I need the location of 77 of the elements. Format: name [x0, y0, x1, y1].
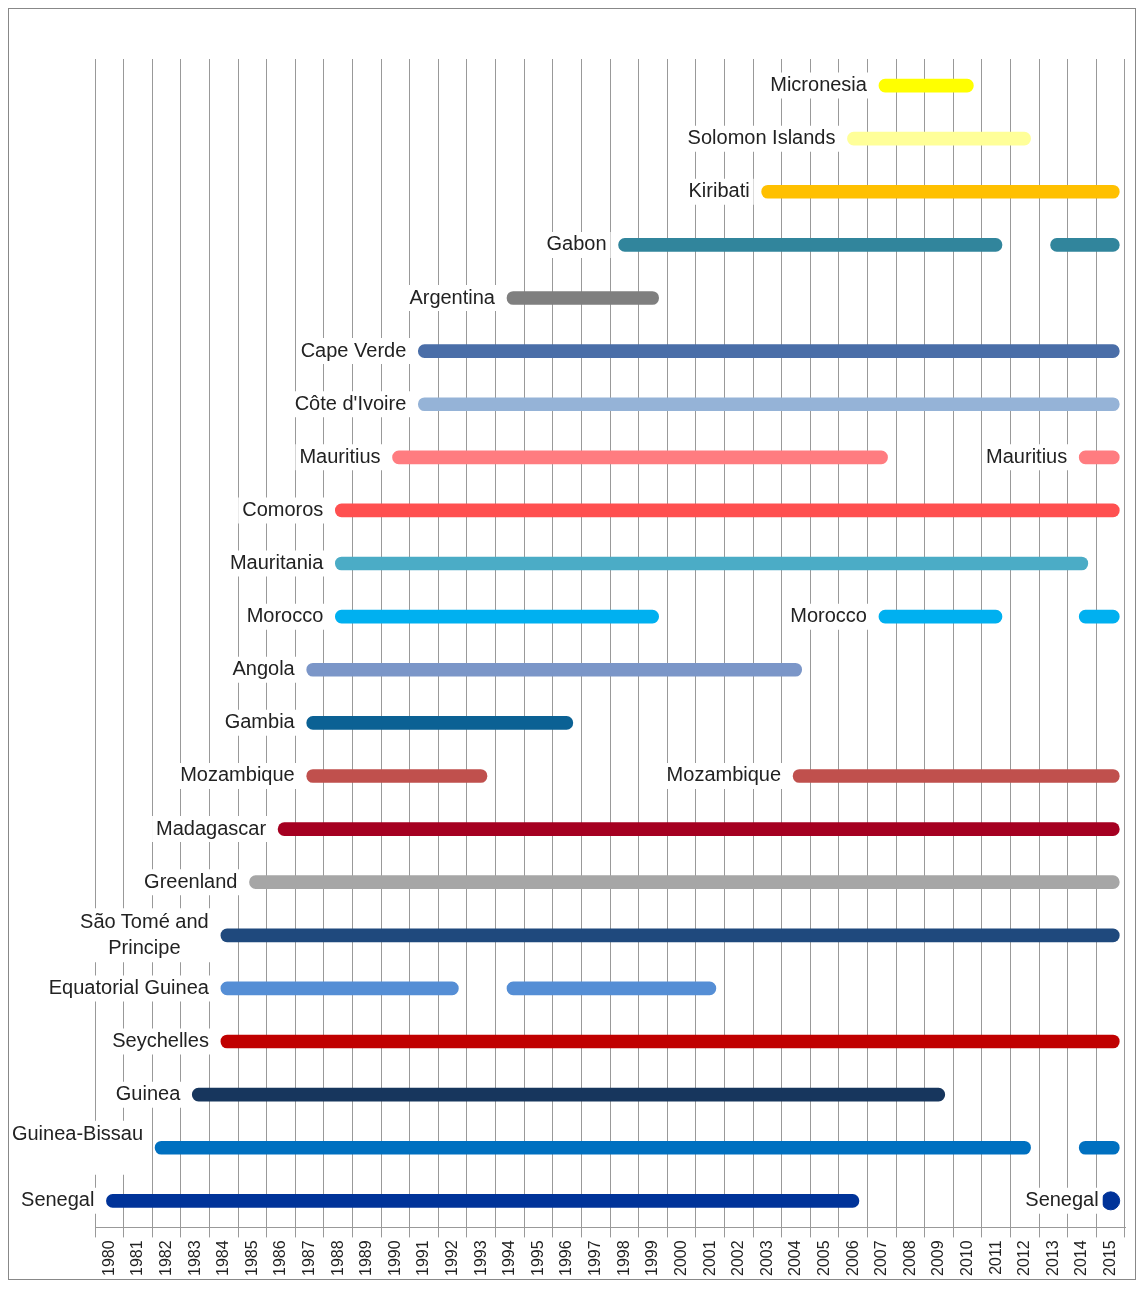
x-tick-label: 1988 — [328, 1240, 346, 1276]
y-tick-label: Gambia — [224, 710, 296, 733]
y-tick-label: Côte d'Ivoire — [294, 391, 407, 414]
bar — [761, 184, 1120, 199]
bar — [878, 78, 974, 93]
y-tick-label: Angola — [232, 657, 296, 680]
bar — [335, 503, 1120, 518]
x-tick-label: 2012 — [1015, 1240, 1033, 1276]
bar — [220, 928, 1120, 943]
x-tick-label: 1999 — [643, 1240, 661, 1276]
y-tick-label: Argentina — [409, 285, 496, 308]
bar — [417, 344, 1120, 358]
x-tick-label: 2010 — [958, 1240, 976, 1276]
y-tick-label: Guinea — [115, 1082, 182, 1105]
bar — [306, 662, 803, 677]
x-tick-label: 2015 — [1101, 1240, 1119, 1276]
x-tick-label: 1982 — [156, 1240, 174, 1276]
x-tick-label: 1983 — [185, 1240, 203, 1276]
x-tick-label: 2005 — [814, 1240, 832, 1276]
annotation: Mozambique — [666, 763, 782, 786]
x-tick-label: 1981 — [128, 1240, 146, 1276]
bar — [306, 716, 574, 730]
x-tick-label: 1989 — [357, 1240, 375, 1276]
y-tick-label: Micronesia — [770, 73, 868, 96]
bar — [191, 1087, 946, 1102]
x-tick-label: 2002 — [729, 1240, 747, 1276]
x-tick-label: 1993 — [471, 1240, 489, 1276]
x-tick-label: 2007 — [872, 1240, 890, 1276]
x-tick-label: 1990 — [385, 1240, 403, 1276]
x-tick-label: 1997 — [586, 1240, 604, 1276]
x-tick-label: 2006 — [843, 1240, 861, 1276]
bar — [847, 131, 1031, 146]
x-tick-label: 1992 — [443, 1240, 461, 1276]
y-tick-label: Seychelles — [112, 1029, 209, 1052]
y-tick-label: Solomon Islands — [687, 126, 836, 149]
bar — [106, 1194, 860, 1208]
y-tick-label: Cape Verde — [300, 338, 407, 361]
bar — [506, 291, 659, 305]
x-tick-label: 2009 — [929, 1240, 947, 1276]
bar — [249, 875, 1120, 890]
x-tick-label: 1996 — [557, 1240, 575, 1276]
x-tick-label: 1980 — [99, 1240, 117, 1276]
y-tick-label: Greenland — [144, 869, 238, 892]
y-tick-label: Mauritius — [299, 444, 381, 467]
y-tick-label: Mozambique — [180, 763, 295, 786]
x-tick-label: 2000 — [671, 1240, 689, 1276]
annotation: Morocco — [790, 604, 867, 627]
x-tick-label: 2004 — [786, 1240, 804, 1276]
y-tick-label: Gabon — [546, 232, 607, 255]
y-tick-label: Comoros — [242, 497, 324, 520]
y-tick-label: Mauritania — [229, 551, 325, 574]
x-tick-label: 1987 — [299, 1240, 317, 1276]
x-tick-label: 2003 — [757, 1240, 775, 1276]
x-tick-label: 2013 — [1043, 1240, 1061, 1276]
x-tick-label: 2008 — [900, 1240, 918, 1276]
y-tick-label: Kiribati — [688, 179, 750, 202]
x-tick-label: 1991 — [414, 1240, 432, 1276]
y-tick-label: São Tomé and Principe — [80, 909, 209, 958]
x-tick-label: 1985 — [242, 1240, 260, 1276]
bar — [220, 1034, 1120, 1049]
bar — [417, 397, 1120, 412]
x-tick-label: 1998 — [614, 1240, 632, 1276]
x-tick-label: 2011 — [986, 1240, 1004, 1275]
x-tick-label: 1986 — [271, 1240, 289, 1276]
y-tick-label: Morocco — [246, 604, 324, 627]
annotation: Mauritius — [986, 444, 1068, 467]
x-tick-label: 2014 — [1072, 1240, 1090, 1276]
x-tick-label: 1984 — [214, 1240, 232, 1276]
x-tick-label: 1995 — [528, 1240, 546, 1276]
y-tick-label: Guinea-Bissau — [11, 1122, 144, 1145]
y-tick-label: Madagascar — [156, 816, 267, 839]
bar — [277, 822, 1120, 836]
x-tick-label: 1994 — [500, 1240, 518, 1276]
y-tick-label: Equatorial Guinea — [48, 975, 210, 998]
annotation: Senegal — [1025, 1188, 1099, 1211]
x-tick-label: 2001 — [700, 1240, 718, 1276]
bar — [335, 556, 1089, 571]
